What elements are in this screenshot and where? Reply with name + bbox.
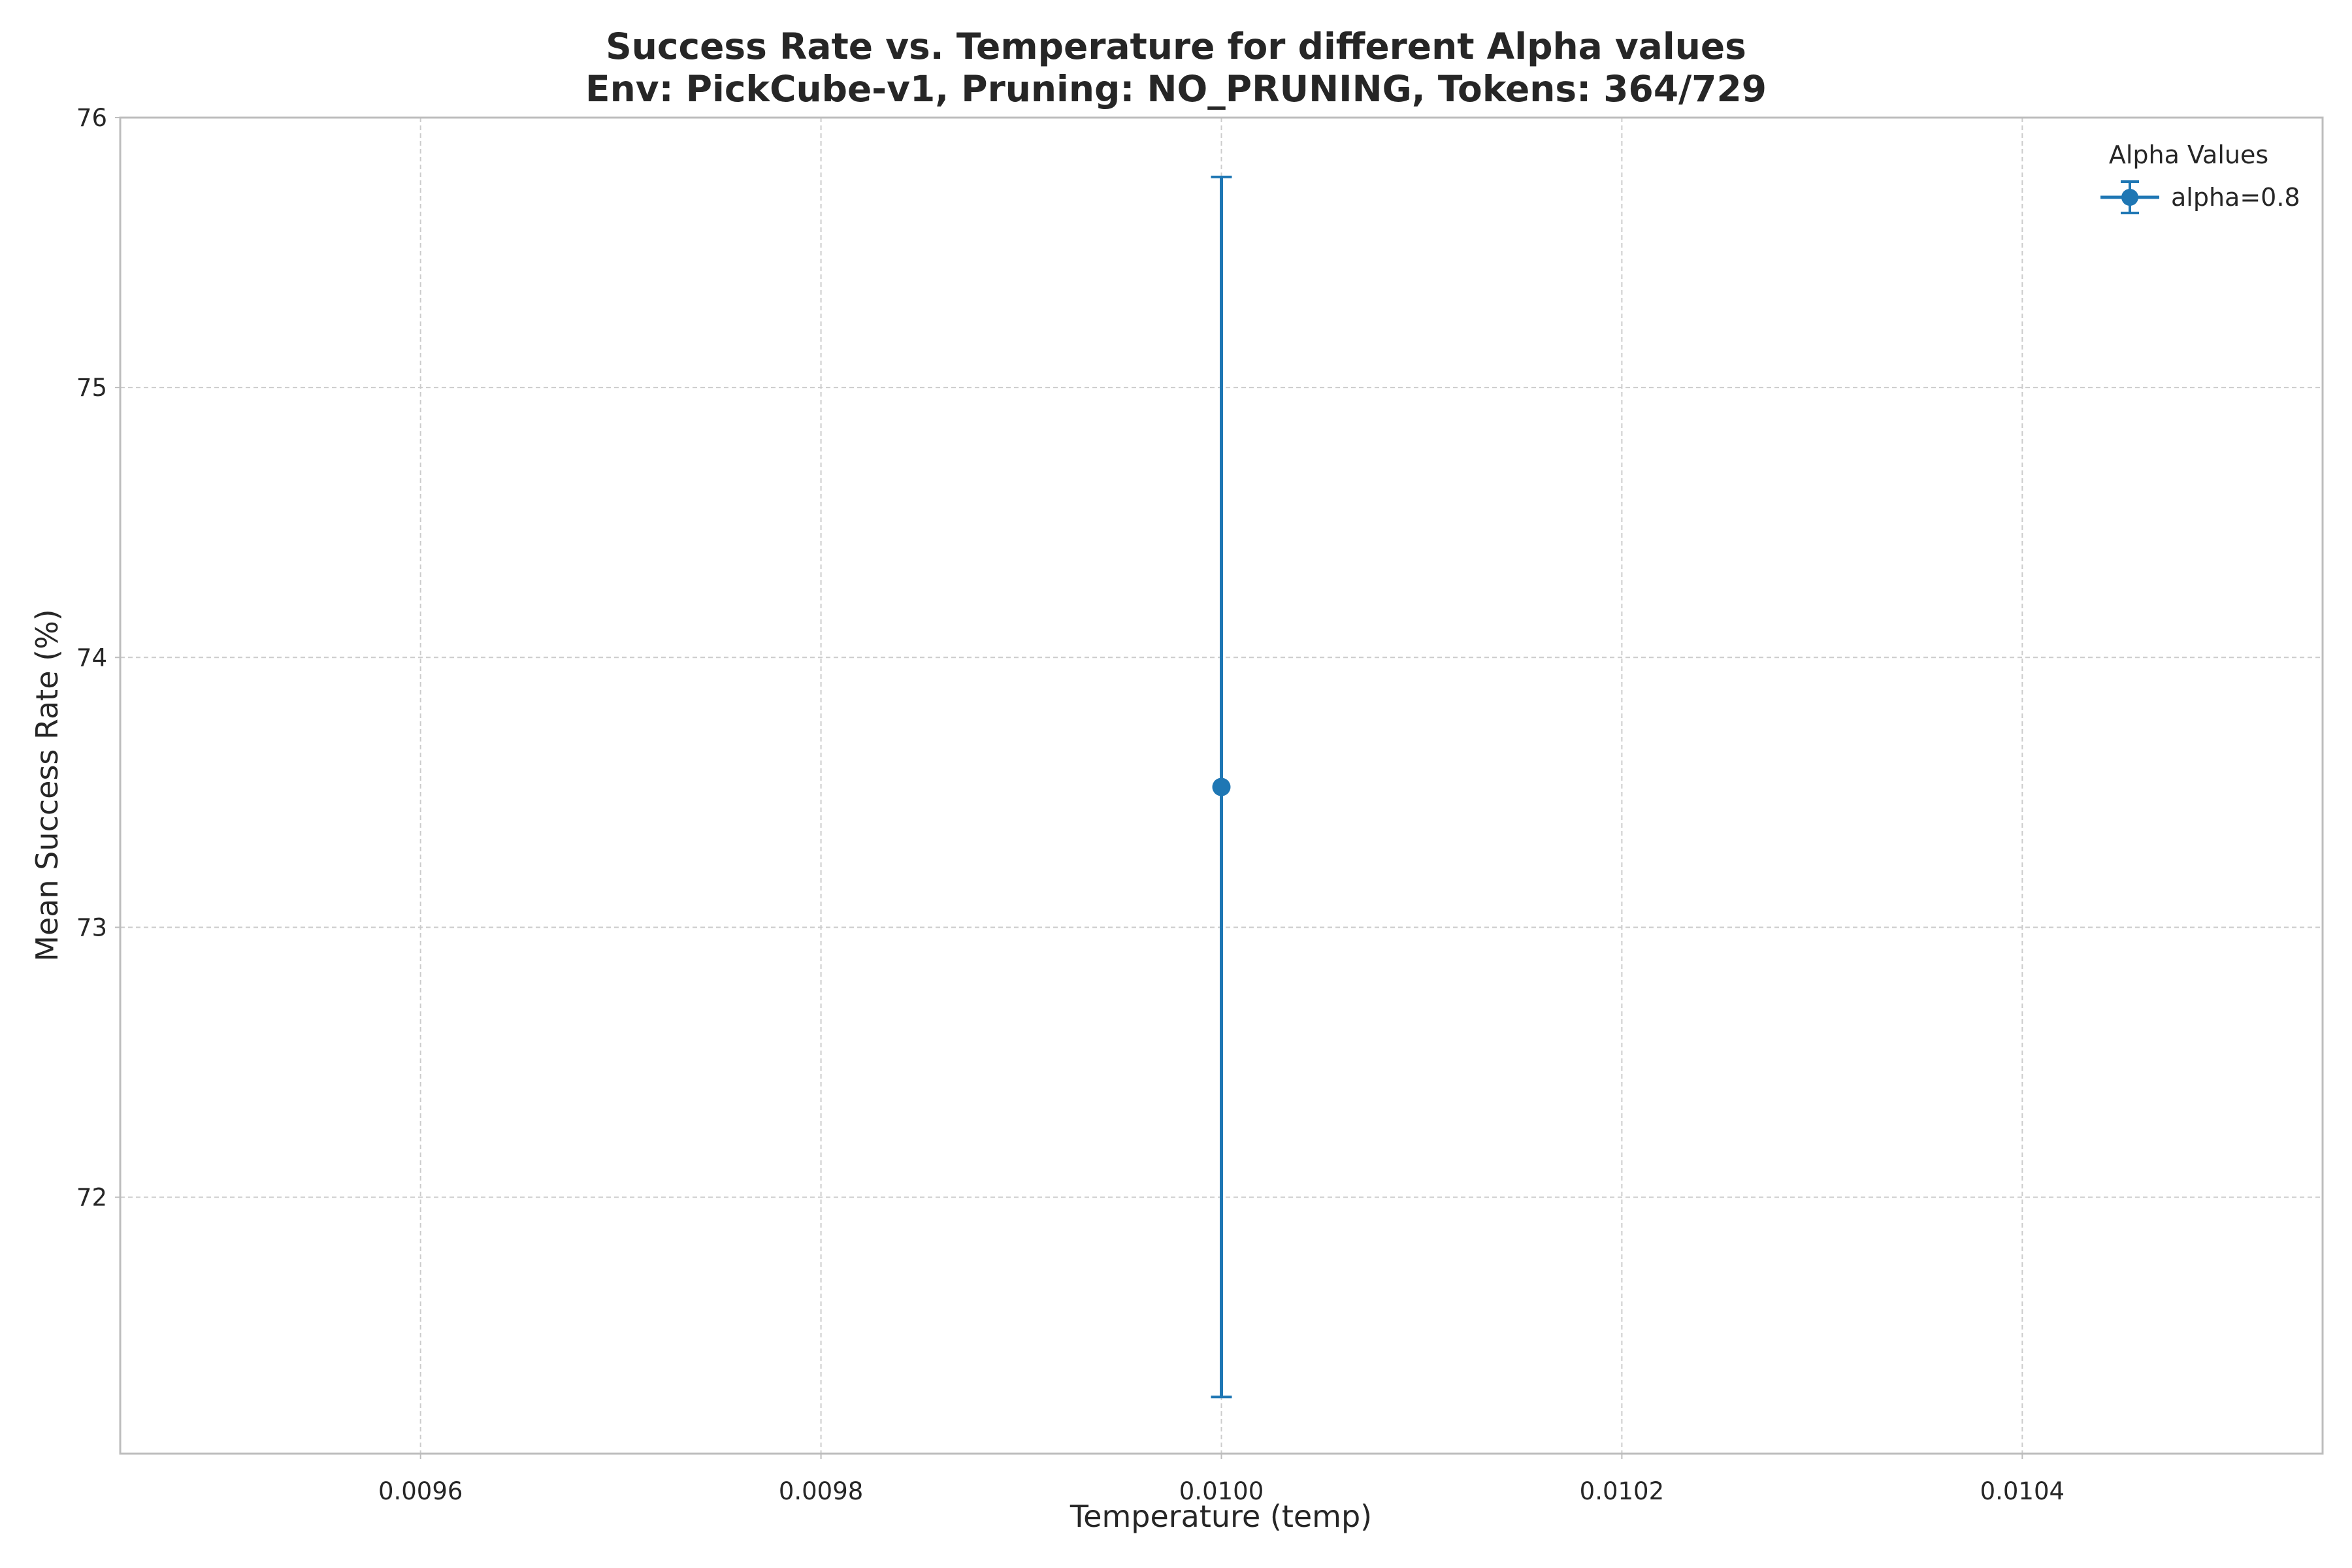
legend-swatch-marker (2121, 189, 2138, 206)
x-tick-label: 0.0102 (1580, 1477, 1664, 1505)
legend-items: alpha=0.8 (2100, 180, 2300, 214)
axis-ticks: 0.0096 0.0098 0.0100 0.0102 0.0104 72 73 74 75 76 (76, 104, 2065, 1505)
x-tick-label: 0.0104 (1980, 1477, 2065, 1505)
y-tick-label: 75 (76, 374, 107, 402)
x-axis-label: Temperature (temp) (1070, 1499, 1372, 1534)
y-tick-label: 76 (76, 104, 107, 132)
series-marks (1211, 175, 1232, 1399)
y-axis-label: Mean Success Rate (%) (29, 609, 65, 961)
x-tick-label: 0.0096 (378, 1477, 463, 1505)
y-tick-label: 74 (76, 644, 107, 672)
y-tick-label: 72 (76, 1184, 107, 1212)
y-tick-label: 73 (76, 913, 107, 941)
legend-entry-label: alpha=0.8 (2171, 183, 2300, 212)
data-point (1212, 777, 1231, 796)
chart-title: Success Rate vs. Temperature for differe… (606, 25, 1746, 67)
chart-subtitle: Env: PickCube-v1, Pruning: NO_PRUNING, T… (585, 68, 1767, 110)
legend: Alpha Values alpha=0.8 (2100, 140, 2300, 214)
x-tick-label: 0.0098 (779, 1477, 863, 1505)
legend-title: Alpha Values (2109, 140, 2268, 169)
x-tick-label: 0.0100 (1179, 1477, 1264, 1505)
